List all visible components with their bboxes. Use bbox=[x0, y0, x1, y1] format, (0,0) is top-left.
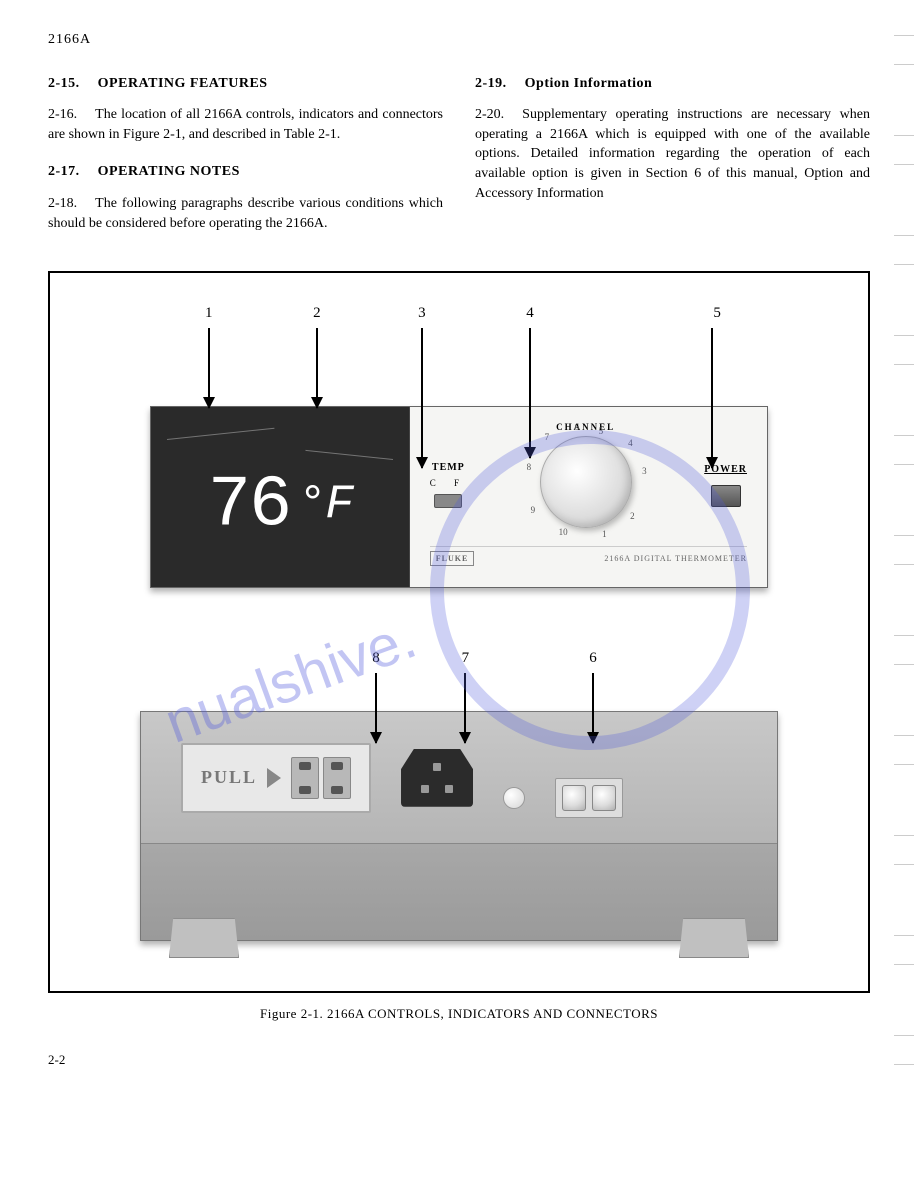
fuse-slot bbox=[323, 757, 351, 799]
brand-logo: FLUKE bbox=[430, 551, 475, 566]
callout-8: 8 bbox=[351, 648, 402, 743]
round-indicator bbox=[503, 787, 525, 809]
device-foot bbox=[169, 918, 239, 958]
dial-num: 2 bbox=[630, 510, 635, 523]
callout-3: 3 bbox=[366, 303, 477, 468]
heading-num: 2-17. bbox=[48, 162, 80, 182]
callout-num: 1 bbox=[205, 305, 213, 321]
callout-7: 7 bbox=[402, 648, 530, 743]
heading-num: 2-15. bbox=[48, 74, 80, 94]
para-num: 2-18. bbox=[48, 194, 77, 214]
display-unit: °F bbox=[298, 473, 352, 540]
callout-5: 5 bbox=[583, 303, 731, 468]
power-switch[interactable] bbox=[711, 485, 741, 507]
pull-label: PULL bbox=[201, 765, 257, 790]
callout-num: 4 bbox=[526, 305, 534, 321]
arrow-icon bbox=[208, 328, 210, 408]
figure-box: 1 2 3 4 5 bbox=[48, 271, 870, 993]
left-column: 2-15. OPERATING FEATURES 2-16.The locati… bbox=[48, 74, 443, 252]
heading-title: Option Information bbox=[525, 74, 653, 94]
fuse-slot bbox=[291, 757, 319, 799]
rear-callouts: 8 7 6 bbox=[80, 648, 838, 743]
arrow-icon bbox=[316, 328, 318, 408]
callout-num: 8 bbox=[372, 650, 380, 666]
heading-title: OPERATING NOTES bbox=[98, 162, 240, 182]
seven-segment-display: 76 °F bbox=[208, 456, 352, 557]
terminal-jack bbox=[592, 785, 616, 811]
page-header: 2166A bbox=[48, 30, 870, 50]
heading-num: 2-19. bbox=[475, 74, 507, 94]
dial-num: 9 bbox=[531, 504, 536, 517]
front-callouts: 1 2 3 4 5 bbox=[80, 303, 838, 468]
dial-num: 1 bbox=[602, 528, 607, 541]
arrow-icon bbox=[592, 673, 594, 743]
para-text: The location of all 2166A controls, indi… bbox=[48, 107, 443, 142]
heading-option-info: 2-19. Option Information bbox=[475, 74, 870, 94]
right-column: 2-19. Option Information 2-20.Supplement… bbox=[475, 74, 870, 252]
temp-sub-label: C F bbox=[430, 477, 467, 490]
heading-operating-notes: 2-17. OPERATING NOTES bbox=[48, 162, 443, 182]
callout-num: 5 bbox=[713, 305, 721, 321]
para-text: Supplementary operating instructions are… bbox=[475, 107, 870, 200]
rear-bottom-row bbox=[141, 844, 777, 940]
pin-icon bbox=[445, 785, 453, 793]
text-columns: 2-15. OPERATING FEATURES 2-16.The locati… bbox=[48, 74, 870, 252]
callout-6: 6 bbox=[529, 648, 657, 743]
heading-title: OPERATING FEATURES bbox=[98, 74, 268, 94]
device-rear-panel: PULL bbox=[140, 711, 778, 941]
callout-num: 2 bbox=[313, 305, 321, 321]
arrow-icon bbox=[529, 328, 531, 458]
page-number: 2-2 bbox=[48, 1051, 870, 1069]
triangle-icon bbox=[267, 768, 281, 788]
terminal-jack bbox=[562, 785, 586, 811]
display-value: 76 bbox=[208, 456, 290, 557]
power-inlet-connector[interactable] bbox=[401, 749, 473, 807]
pin-icon bbox=[421, 785, 429, 793]
pin-icon bbox=[433, 763, 441, 771]
terminal-pair[interactable] bbox=[555, 778, 623, 818]
para-num: 2-16. bbox=[48, 105, 77, 125]
para-num: 2-20. bbox=[475, 105, 504, 125]
para-2-18: 2-18.The following paragraphs describe v… bbox=[48, 194, 443, 233]
callout-num: 6 bbox=[589, 650, 597, 666]
arrow-icon bbox=[375, 673, 377, 743]
logo-row: FLUKE 2166A DIGITAL THERMOMETER bbox=[430, 546, 747, 566]
para-2-20: 2-20.Supplementary operating instruction… bbox=[475, 105, 870, 203]
para-text: The following paragraphs describe variou… bbox=[48, 196, 443, 231]
callout-4: 4 bbox=[478, 303, 583, 468]
callout-2: 2 bbox=[267, 303, 366, 468]
callout-num: 3 bbox=[418, 305, 426, 321]
product-name-text: 2166A DIGITAL THERMOMETER bbox=[604, 553, 747, 564]
scan-edge-marks bbox=[894, 0, 914, 1100]
fuse-slots bbox=[291, 757, 351, 799]
dial-num: 10 bbox=[559, 526, 568, 539]
para-2-16: 2-16.The location of all 2166A controls,… bbox=[48, 105, 443, 144]
temp-switch[interactable] bbox=[434, 494, 462, 508]
callout-num: 7 bbox=[462, 650, 470, 666]
figure-caption: Figure 2-1. 2166A CONTROLS, INDICATORS A… bbox=[48, 1005, 870, 1023]
arrow-icon bbox=[421, 328, 423, 468]
front-view-wrap: 1 2 3 4 5 bbox=[80, 303, 838, 588]
device-foot bbox=[679, 918, 749, 958]
fuse-holder[interactable]: PULL bbox=[181, 743, 371, 813]
arrow-icon bbox=[464, 673, 466, 743]
arrow-icon bbox=[711, 328, 713, 468]
heading-operating-features: 2-15. OPERATING FEATURES bbox=[48, 74, 443, 94]
callout-1: 1 bbox=[150, 303, 267, 468]
rear-view-wrap: 8 7 6 PULL bbox=[80, 648, 838, 941]
